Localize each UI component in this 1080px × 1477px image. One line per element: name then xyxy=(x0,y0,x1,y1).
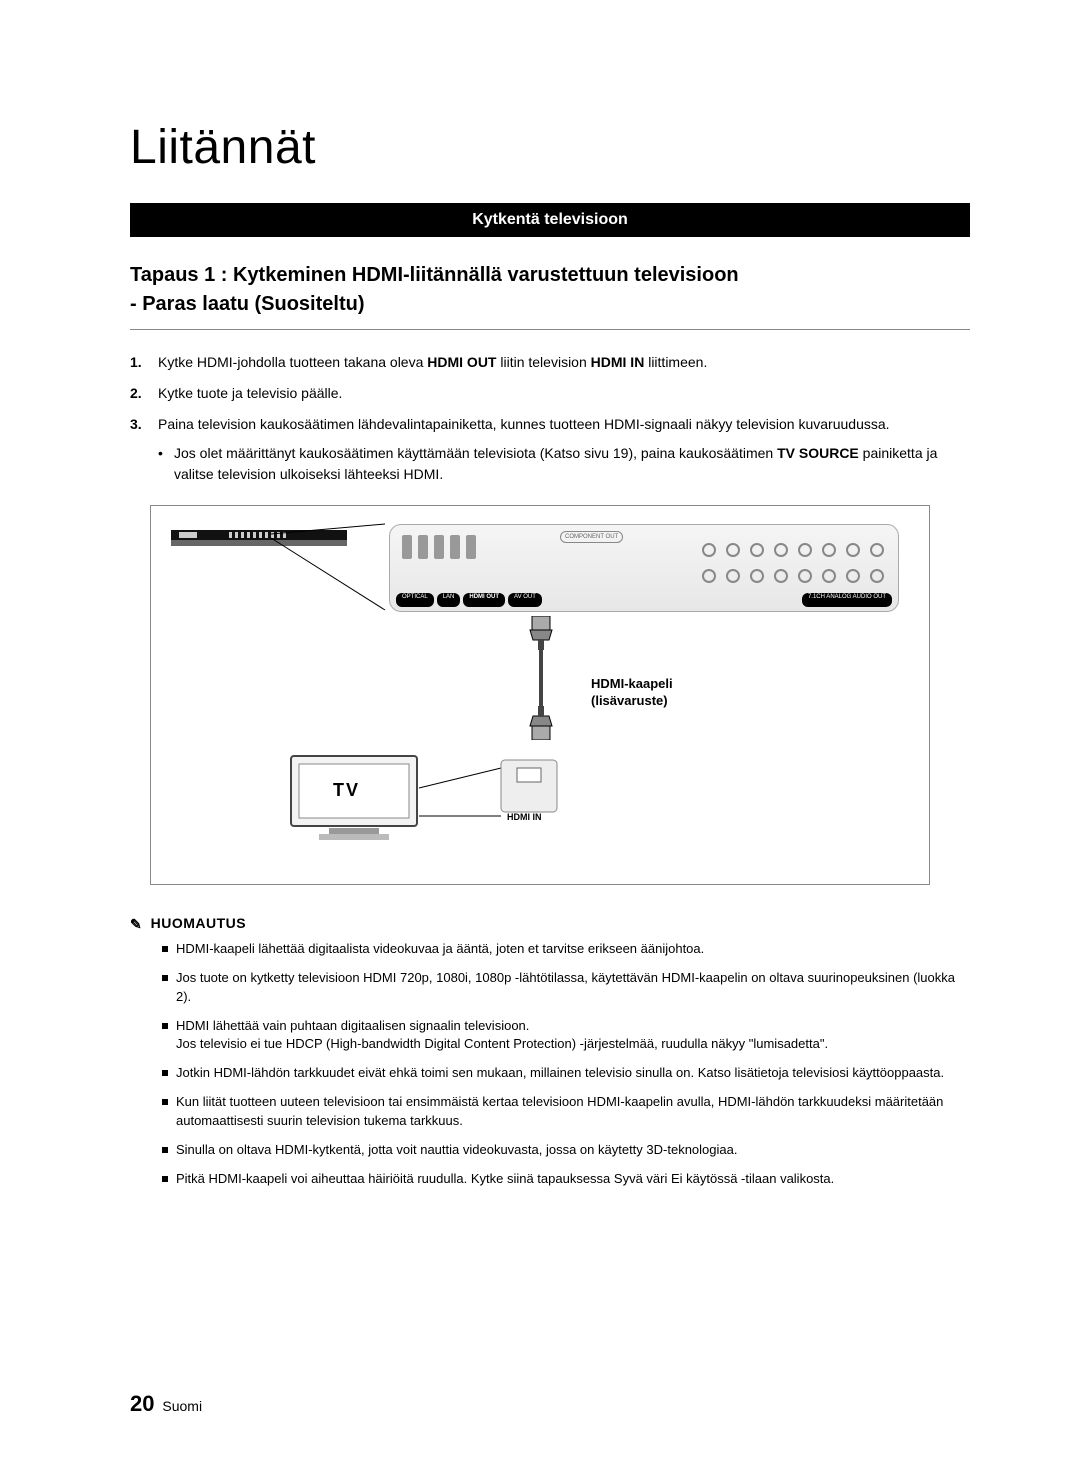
step-text: liittimeen. xyxy=(648,354,707,370)
connection-diagram: COMPONENT OUT OPTICAL LAN HDMI OUT AV OU… xyxy=(150,505,930,885)
note-item: HDMI-kaapeli lähettää digitaalista video… xyxy=(162,940,970,959)
cable-label-line2: (lisävaruste) xyxy=(591,693,668,708)
note-header: ✎ HUOMAUTUS xyxy=(130,915,970,932)
case-title: Tapaus 1 : Kytkeminen HDMI-liitännällä v… xyxy=(130,261,970,319)
page-title: Liitännät xyxy=(130,120,970,175)
step-1: Kytke HDMI-johdolla tuotteen takana olev… xyxy=(130,352,970,373)
page-lang: Suomi xyxy=(162,1398,202,1414)
step-bold: HDMI OUT xyxy=(427,354,496,370)
step-bold: HDMI IN xyxy=(591,354,645,370)
step-3-sub: Jos olet määrittänyt kaukosäätimen käytt… xyxy=(158,443,970,485)
page-number: 20 xyxy=(130,1391,154,1416)
note-item: Jotkin HDMI-lähdön tarkkuudet eivät ehkä… xyxy=(162,1064,970,1083)
hdmi-cable xyxy=(511,616,571,740)
step-bold: TV SOURCE xyxy=(777,445,859,461)
notes-list: HDMI-kaapeli lähettää digitaalista video… xyxy=(130,940,970,1188)
tv-label: TV xyxy=(333,780,360,801)
note-block: ✎ HUOMAUTUS HDMI-kaapeli lähettää digita… xyxy=(130,915,970,1188)
note-item: Kun liität tuotteen uuteen televisioon t… xyxy=(162,1093,970,1131)
step-2: Kytke tuote ja televisio päälle. xyxy=(130,383,970,404)
note-header-text: HUOMAUTUS xyxy=(151,915,247,931)
case-title-line2: - Paras laatu (Suositeltu) xyxy=(130,293,365,315)
hdmi-connector-bottom-icon xyxy=(526,706,556,740)
case-title-line1: Tapaus 1 : Kytkeminen HDMI-liitännällä v… xyxy=(130,264,739,286)
note-item: HDMI lähettää vain puhtaan digitaalisen … xyxy=(162,1017,970,1055)
step-text: Kytke HDMI-johdolla tuotteen takana olev… xyxy=(158,354,427,370)
note-item: Jos tuote on kytketty televisioon HDMI 7… xyxy=(162,969,970,1007)
cable-label-line1: HDMI-kaapeli xyxy=(591,676,673,691)
divider xyxy=(130,329,970,330)
hdmi-connector-top-icon xyxy=(526,616,556,650)
section-banner: Kytkentä televisioon xyxy=(130,203,970,237)
step-text: Paina television kaukosäätimen lähdevali… xyxy=(158,416,890,432)
note-icon: ✎ xyxy=(130,916,142,933)
hdmi-in-port-icon xyxy=(499,758,559,814)
tv-device: TV xyxy=(289,754,419,844)
page-footer: 20 Suomi xyxy=(130,1391,202,1417)
step-text: Jos olet määrittänyt kaukosäätimen käytt… xyxy=(174,445,777,461)
step-text: liitin television xyxy=(500,354,590,370)
step-3: Paina television kaukosäätimen lähdevali… xyxy=(130,414,970,485)
note-item: Pitkä HDMI-kaapeli voi aiheuttaa häiriöi… xyxy=(162,1170,970,1189)
steps-list: Kytke HDMI-johdolla tuotteen takana olev… xyxy=(130,352,970,485)
hdmi-in-label: HDMI IN xyxy=(507,812,542,822)
cable-label: HDMI-kaapeli (lisävaruste) xyxy=(591,676,673,710)
note-item: Sinulla on oltava HDMI-kytkentä, jotta v… xyxy=(162,1141,970,1160)
